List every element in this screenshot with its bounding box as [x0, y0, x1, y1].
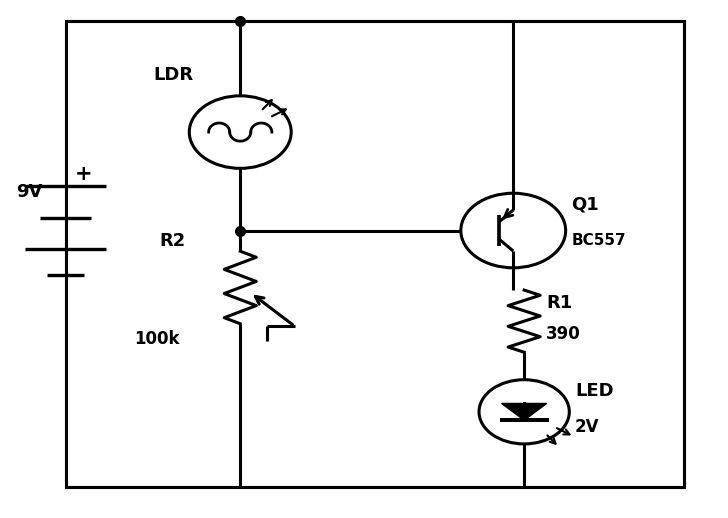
Text: 100k: 100k — [135, 330, 181, 348]
Polygon shape — [502, 404, 547, 420]
Text: BC557: BC557 — [571, 234, 626, 248]
Text: 9V: 9V — [16, 183, 42, 200]
Text: Q1: Q1 — [571, 196, 599, 213]
Text: LDR: LDR — [153, 66, 193, 84]
Text: R1: R1 — [546, 294, 572, 312]
Text: R2: R2 — [159, 232, 186, 250]
Bar — [66, 21, 684, 487]
Text: 390: 390 — [546, 325, 581, 343]
Text: LED: LED — [575, 382, 614, 400]
Text: 2V: 2V — [575, 419, 600, 436]
Text: +: + — [75, 164, 92, 183]
